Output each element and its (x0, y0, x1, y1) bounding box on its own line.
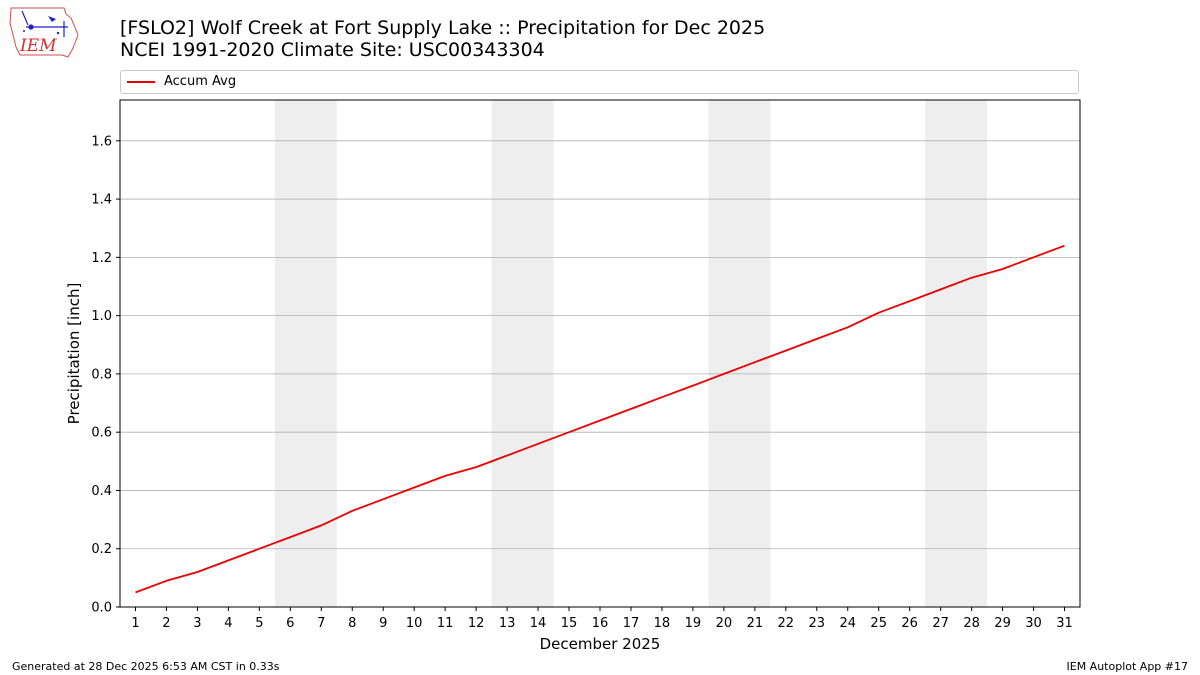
data-point (1002, 268, 1004, 270)
x-tick-label: 26 (901, 616, 918, 631)
data-point (413, 487, 415, 489)
data-point (785, 350, 787, 352)
x-tick-label: 15 (561, 616, 578, 631)
x-tick-label: 28 (963, 616, 980, 631)
data-point (878, 312, 880, 314)
data-point (166, 580, 168, 582)
chart-subtitle: NCEI 1991-2020 Climate Site: USC00343304 (120, 39, 545, 61)
x-tick-label: 2 (162, 616, 170, 631)
data-point (940, 288, 942, 290)
x-tick-label: 1 (131, 616, 139, 631)
x-tick-label: 13 (499, 616, 516, 631)
x-tick-label: 21 (747, 616, 764, 631)
chart-title: [FSLO2] Wolf Creek at Fort Supply Lake :… (120, 17, 766, 39)
weekend-bands (274, 100, 988, 607)
data-point (506, 455, 508, 457)
data-point (537, 443, 539, 445)
data-point (382, 498, 384, 500)
x-tick-label: 30 (1025, 616, 1042, 631)
y-tick-label: 1.4 (91, 193, 112, 208)
logo-text: IEM (19, 36, 57, 56)
y-tick-label: 0.8 (91, 367, 112, 382)
x-tick-label: 29 (994, 616, 1011, 631)
x-tick-label: 19 (685, 616, 702, 631)
data-point (630, 408, 632, 410)
x-tick-label: 22 (778, 616, 795, 631)
weekend-band (708, 100, 771, 607)
x-axis-label: December 2025 (540, 635, 661, 653)
x-tick-label: 18 (654, 616, 671, 631)
x-tick-label: 27 (932, 616, 949, 631)
y-tick-label: 0.2 (91, 542, 112, 557)
x-tick-label: 25 (870, 616, 887, 631)
x-tick-label: 14 (530, 616, 547, 631)
legend-label: Accum Avg (164, 74, 237, 89)
data-point (1064, 245, 1066, 247)
weekend-band (491, 100, 554, 607)
legend-swatch (127, 81, 155, 83)
y-tick-label: 1.0 (91, 309, 112, 324)
data-point (227, 559, 229, 561)
x-tick-label: 24 (839, 616, 856, 631)
footer-app: IEM Autoplot App #17 (1066, 660, 1189, 673)
x-tick-label: 31 (1056, 616, 1073, 631)
y-tick-label: 1.6 (91, 134, 112, 149)
x-tick-label: 11 (437, 616, 454, 631)
data-point (661, 396, 663, 398)
x-tick-label: 6 (286, 616, 294, 631)
y-tick-label: 0.4 (91, 484, 112, 499)
data-point (692, 385, 694, 387)
data-point (909, 300, 911, 302)
data-point (289, 536, 291, 538)
data-point (1033, 256, 1035, 258)
x-tick-label: 12 (468, 616, 485, 631)
x-tick-label: 17 (623, 616, 640, 631)
x-tick-label: 4 (224, 616, 232, 631)
x-tick-label: 7 (317, 616, 325, 631)
data-point (816, 338, 818, 340)
x-tick-label: 9 (379, 616, 387, 631)
series-layer (135, 244, 1066, 594)
data-point (475, 466, 477, 468)
y-axis-label: Precipitation [inch] (65, 283, 83, 425)
footer-generated: Generated at 28 Dec 2025 6:53 AM CST in … (12, 660, 280, 673)
x-axis-ticks: 1 2 3 4 5 6 7 8 9 10 11 12 13 14 15 16 17 18 19 20 21 22 23 24 2… (131, 607, 1073, 631)
x-tick-label: 10 (406, 616, 423, 631)
series-line-accum-avg (135, 244, 1065, 594)
x-tick-label: 8 (348, 616, 356, 631)
x-tick-label: 5 (255, 616, 263, 631)
x-tick-label: 23 (809, 616, 826, 631)
data-point (599, 420, 601, 422)
iem-logo: IEM (9, 7, 79, 58)
y-tick-label: 0.0 (91, 601, 112, 616)
x-tick-label: 16 (592, 616, 609, 631)
y-tick-label: 1.2 (91, 251, 112, 266)
data-point (135, 592, 137, 594)
y-tick-label: 0.6 (91, 426, 112, 441)
data-point (568, 431, 570, 433)
data-point (351, 510, 353, 512)
data-point (320, 525, 322, 527)
legend: Accum Avg (120, 70, 1079, 94)
data-point (197, 571, 199, 573)
y-axis-ticks: 0.0 0.2 0.4 0.6 0.8 1.0 1.2 1.4 1.6 (91, 134, 120, 616)
data-point (723, 373, 725, 375)
data-point (258, 548, 260, 550)
x-tick-label: 3 (193, 616, 201, 631)
data-point (754, 361, 756, 363)
data-point (847, 326, 849, 328)
data-point (971, 277, 973, 279)
weekend-band (925, 100, 988, 607)
x-tick-label: 20 (716, 616, 733, 631)
data-point (444, 475, 446, 477)
